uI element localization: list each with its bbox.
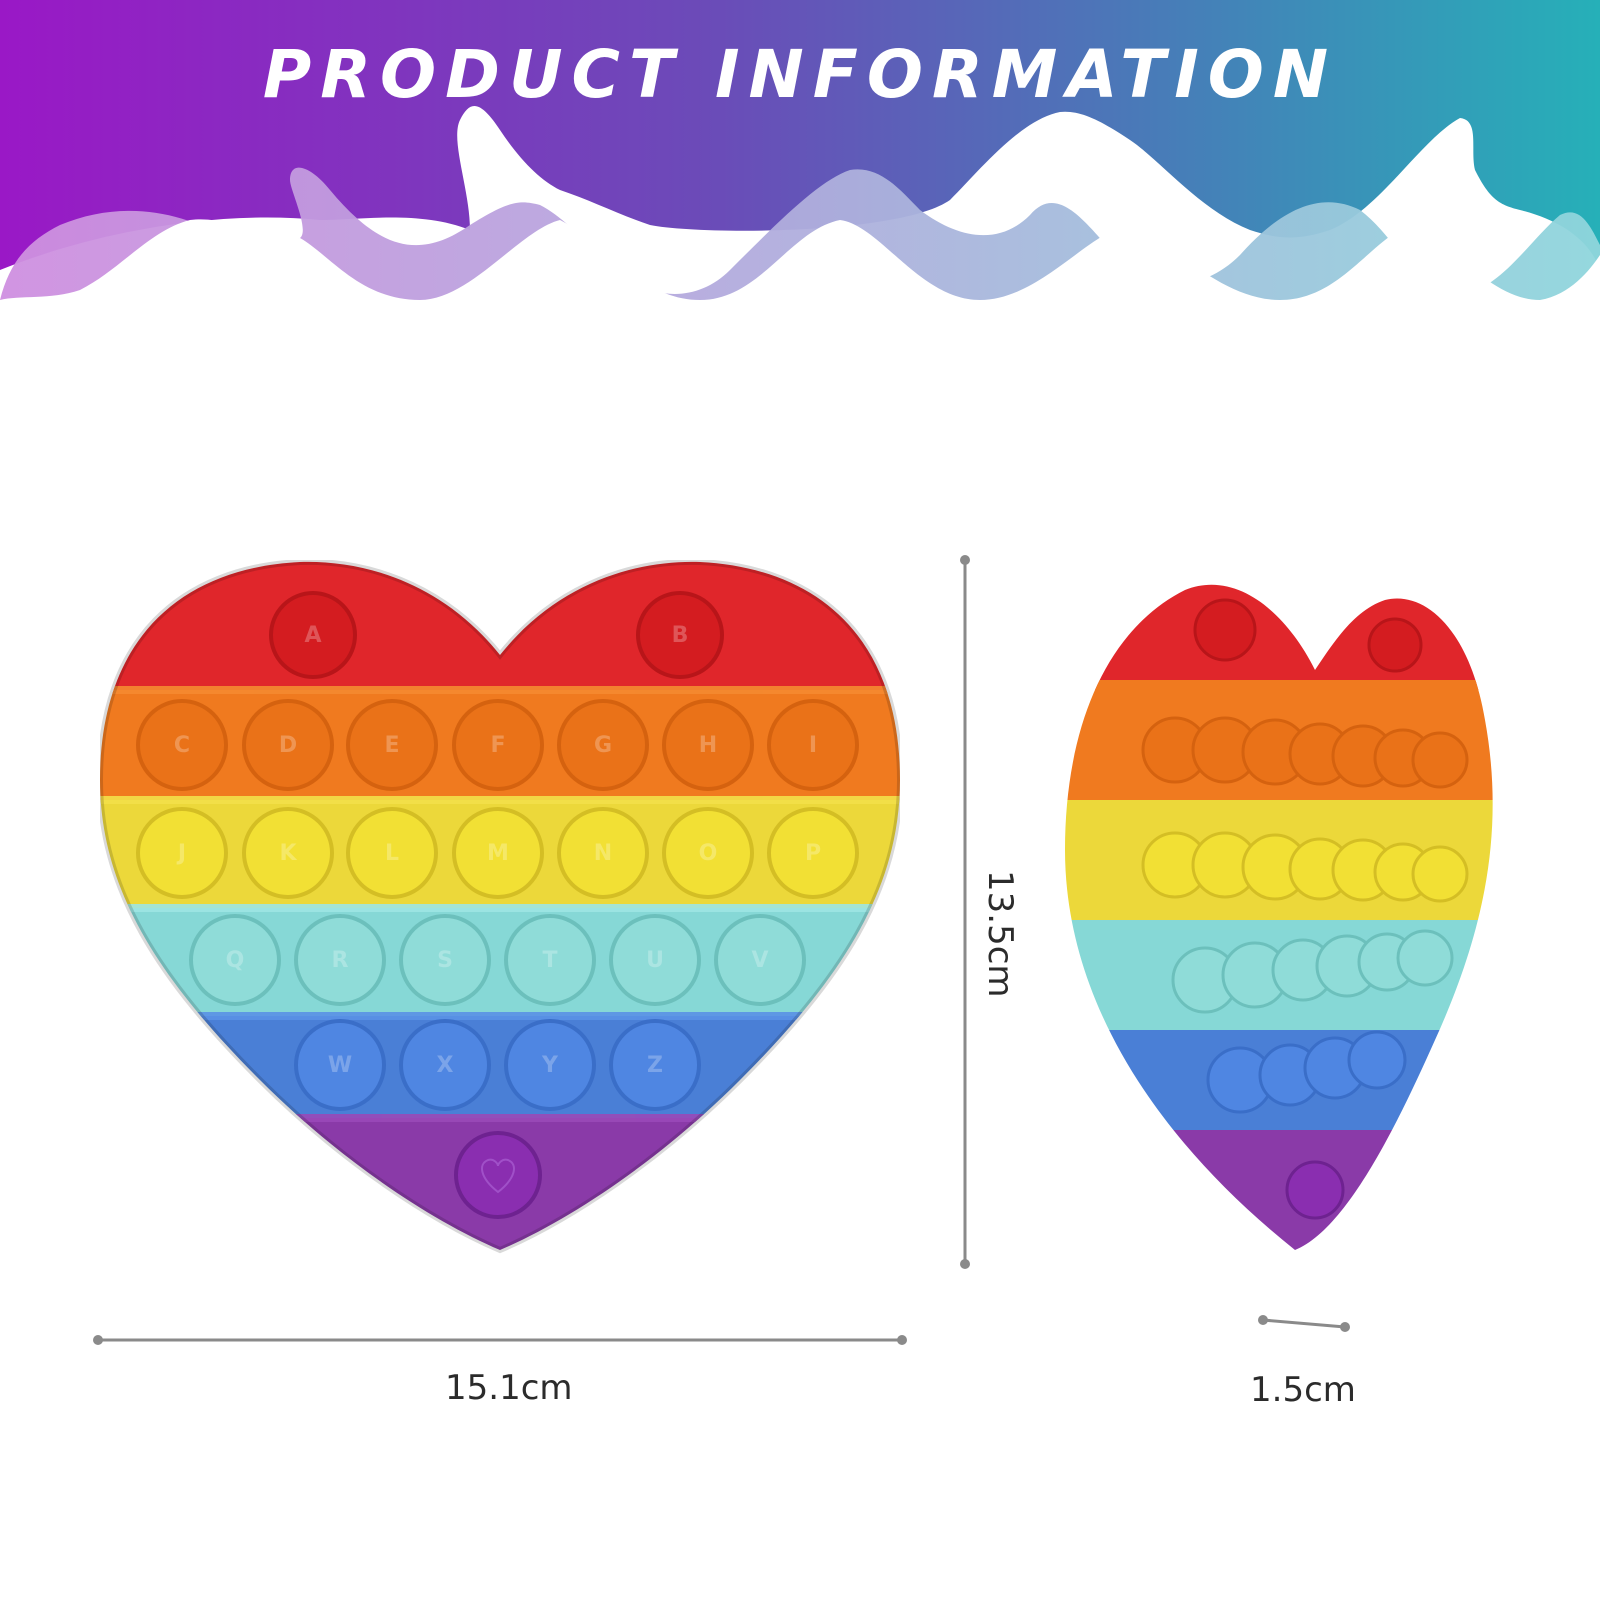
height-measure-line: [960, 555, 970, 1269]
svg-text:G: G: [594, 733, 612, 758]
heart-pop-it-side: [1065, 584, 1493, 1250]
svg-text:I: I: [809, 733, 817, 758]
svg-text:V: V: [751, 948, 768, 973]
svg-text:Y: Y: [541, 1053, 559, 1078]
width-label: 15.1cm: [445, 1368, 573, 1408]
svg-text:Q: Q: [226, 948, 245, 973]
heart-pop-it-front: A B C D E F G H I J K L M N O P Q R S T U V W X Y Z: [100, 560, 900, 1254]
svg-text:K: K: [279, 841, 297, 866]
svg-text:J: J: [176, 841, 186, 866]
svg-text:N: N: [594, 841, 612, 866]
svg-text:Z: Z: [647, 1053, 663, 1078]
header-banner: [0, 0, 1600, 300]
page-title: PRODUCT INFORMATION: [262, 36, 1338, 113]
svg-text:O: O: [699, 841, 718, 866]
svg-text:A: A: [304, 623, 321, 648]
svg-text:D: D: [279, 733, 297, 758]
svg-text:P: P: [805, 841, 821, 866]
width-measure-line: [93, 1335, 907, 1345]
svg-text:T: T: [542, 948, 557, 973]
svg-text:S: S: [437, 948, 453, 973]
svg-text:U: U: [646, 948, 664, 973]
svg-text:F: F: [490, 733, 505, 758]
svg-text:X: X: [437, 1053, 454, 1078]
svg-text:M: M: [487, 841, 509, 866]
svg-text:E: E: [384, 733, 399, 758]
svg-text:B: B: [672, 623, 689, 648]
thickness-label: 1.5cm: [1250, 1370, 1356, 1410]
svg-text:L: L: [385, 841, 399, 866]
svg-text:H: H: [699, 733, 717, 758]
svg-text:C: C: [174, 733, 190, 758]
thickness-measure-line: [1258, 1315, 1350, 1332]
svg-text:R: R: [332, 948, 349, 973]
height-label: 13.5cm: [980, 870, 1020, 998]
svg-text:W: W: [328, 1053, 352, 1078]
